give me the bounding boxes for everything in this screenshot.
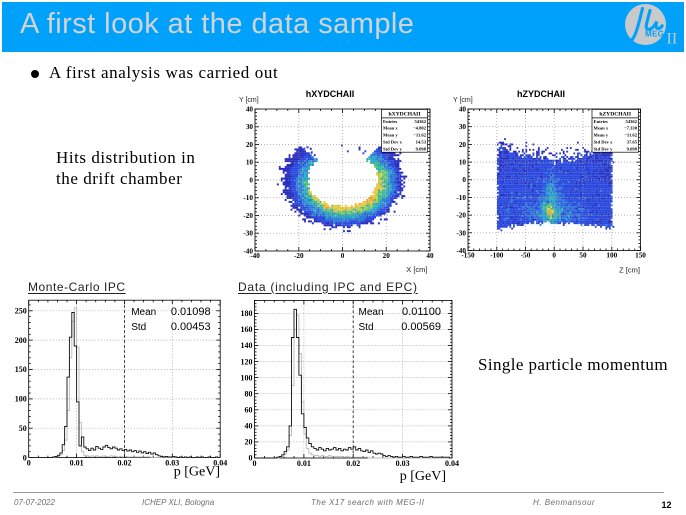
svg-text:hXYDCHAII: hXYDCHAII — [306, 89, 355, 99]
svg-text:0.01: 0.01 — [297, 459, 311, 468]
svg-text:0: 0 — [462, 176, 466, 184]
svg-text:-20: -20 — [243, 212, 253, 220]
svg-text:9.098: 9.098 — [627, 146, 638, 151]
svg-text:Y [cm]: Y [cm] — [239, 97, 259, 104]
svg-text:180: 180 — [241, 309, 253, 318]
svg-text:54362: 54362 — [415, 119, 427, 124]
svg-text:80: 80 — [245, 389, 253, 398]
svg-text:Mean y: Mean y — [594, 133, 609, 138]
svg-text:−11.62: −11.62 — [624, 133, 637, 138]
svg-text:20: 20 — [459, 141, 467, 149]
svg-text:0: 0 — [249, 454, 253, 463]
svg-text:40: 40 — [459, 105, 467, 113]
svg-text:200: 200 — [15, 336, 27, 345]
svg-text:140: 140 — [241, 341, 253, 350]
svg-text:0.04: 0.04 — [445, 459, 459, 468]
svg-text:150: 150 — [15, 365, 27, 374]
svg-text:Std Dev x: Std Dev x — [383, 139, 403, 144]
svg-text:9.098: 9.098 — [416, 146, 427, 151]
svg-text:0.00569: 0.00569 — [401, 321, 441, 333]
svg-text:50: 50 — [579, 252, 587, 260]
svg-text:120: 120 — [241, 357, 253, 366]
svg-text:-50: -50 — [521, 252, 531, 260]
svg-text:0: 0 — [23, 453, 27, 462]
svg-text:20: 20 — [246, 141, 254, 149]
svg-text:Mean: Mean — [359, 307, 384, 318]
svg-text:-40: -40 — [250, 252, 260, 260]
svg-text:MEG: MEG — [645, 30, 664, 39]
svg-text:-40: -40 — [243, 247, 253, 255]
svg-text:250: 250 — [15, 307, 27, 316]
svg-text:-100: -100 — [490, 252, 504, 260]
svg-text:−7.330: −7.330 — [624, 126, 638, 131]
svg-text:hZYDCHAII: hZYDCHAII — [517, 89, 565, 99]
svg-text:100: 100 — [241, 373, 253, 382]
svg-text:0: 0 — [249, 176, 253, 184]
svg-text:0: 0 — [27, 459, 31, 468]
svg-text:Mean y: Mean y — [383, 133, 398, 138]
svg-text:30: 30 — [246, 123, 254, 131]
svg-text:100: 100 — [15, 395, 27, 404]
svg-text:0.01100: 0.01100 — [402, 306, 441, 318]
svg-text:Y [cm]: Y [cm] — [453, 97, 473, 104]
svg-text:37.65: 37.65 — [627, 139, 638, 144]
svg-text:X [cm]: X [cm] — [406, 265, 427, 274]
svg-text:−4.802: −4.802 — [413, 126, 427, 131]
svg-text:40: 40 — [246, 105, 254, 113]
svg-text:40: 40 — [245, 422, 253, 431]
svg-text:20: 20 — [245, 438, 253, 447]
svg-text:100: 100 — [606, 252, 617, 260]
svg-text:50: 50 — [19, 424, 27, 433]
svg-text:Z [cm]: Z [cm] — [619, 266, 640, 275]
svg-text:-30: -30 — [456, 229, 466, 237]
svg-text:0.03: 0.03 — [165, 459, 179, 468]
svg-text:−11.62: −11.62 — [413, 133, 426, 138]
svg-text:0.03: 0.03 — [396, 459, 410, 468]
svg-text:0.01098: 0.01098 — [171, 306, 211, 318]
svg-text:Std: Std — [131, 322, 146, 333]
svg-text:-20: -20 — [456, 212, 466, 220]
svg-text:Mean x: Mean x — [594, 126, 609, 131]
svg-text:30: 30 — [459, 123, 467, 131]
svg-text:0: 0 — [552, 252, 556, 260]
svg-text:Std Dev y: Std Dev y — [594, 146, 614, 151]
svg-text:II: II — [667, 31, 678, 48]
svg-text:0: 0 — [253, 459, 257, 468]
svg-text:160: 160 — [241, 325, 253, 334]
svg-text:54362: 54362 — [626, 119, 638, 124]
svg-text:Mean x: Mean x — [383, 126, 398, 131]
svg-text:hZYDCHAII: hZYDCHAII — [599, 112, 631, 118]
svg-text:60: 60 — [245, 406, 253, 415]
svg-text:Std Dev y: Std Dev y — [383, 146, 403, 151]
svg-text:Entries: Entries — [383, 119, 398, 124]
svg-text:Entries: Entries — [594, 119, 609, 124]
svg-text:0: 0 — [341, 252, 345, 260]
svg-text:0.04: 0.04 — [213, 459, 227, 468]
svg-text:-10: -10 — [456, 194, 466, 202]
svg-text:10: 10 — [459, 159, 467, 167]
svg-text:-150: -150 — [461, 252, 475, 260]
svg-text:20: 20 — [383, 252, 391, 260]
svg-text:Std: Std — [359, 322, 374, 333]
svg-text:14.53: 14.53 — [416, 139, 427, 144]
svg-text:Mean: Mean — [131, 307, 156, 318]
svg-text:-40: -40 — [456, 247, 466, 255]
svg-text:0.01: 0.01 — [70, 459, 84, 468]
svg-text:40: 40 — [426, 252, 434, 260]
svg-text:-10: -10 — [243, 194, 253, 202]
svg-text:10: 10 — [246, 159, 254, 167]
svg-text:-20: -20 — [294, 252, 304, 260]
svg-text:p [GeV]: p [GeV] — [174, 465, 220, 480]
svg-text:0.02: 0.02 — [118, 459, 132, 468]
svg-text:0.00453: 0.00453 — [171, 321, 211, 333]
svg-text:0.02: 0.02 — [346, 459, 360, 468]
svg-text:-30: -30 — [243, 230, 253, 238]
svg-text:hXYDCHAII: hXYDCHAII — [388, 112, 420, 118]
svg-text:150: 150 — [635, 252, 646, 260]
svg-text:p [GeV]: p [GeV] — [400, 469, 446, 484]
svg-text:Std Dev x: Std Dev x — [594, 139, 614, 144]
